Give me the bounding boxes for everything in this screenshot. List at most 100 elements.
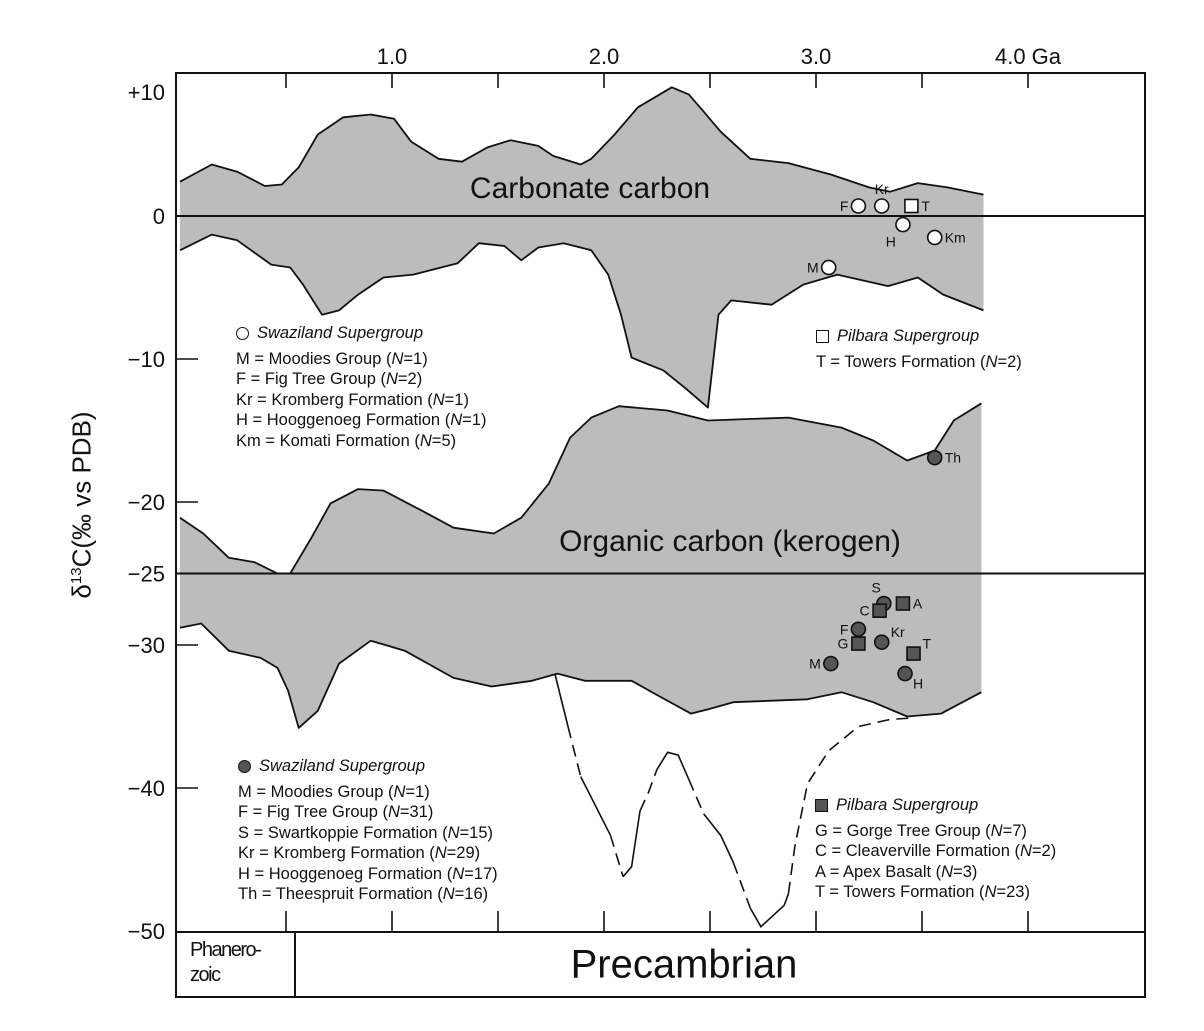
legend-name: Moodies Group bbox=[270, 782, 384, 801]
legend-item: H = Hooggenoeg Formation (N=17) bbox=[238, 864, 498, 883]
legend-item: A = Apex Basalt (N=3) bbox=[815, 862, 978, 881]
point-label: S bbox=[871, 580, 880, 596]
y-tick-label: 0 bbox=[153, 204, 165, 229]
legend-count: 1 bbox=[454, 390, 464, 409]
point-label: Kr bbox=[891, 624, 905, 640]
legend-item: Km = Komati Formation (N=5) bbox=[236, 431, 457, 450]
y-label-rest: C(‰ vs PDB) bbox=[66, 411, 97, 568]
point-label: Kr bbox=[875, 181, 889, 197]
legend-name: Moodies Group bbox=[268, 349, 382, 368]
organic-point-T bbox=[906, 646, 921, 661]
legend-code: Kr bbox=[238, 844, 255, 862]
carbonate-point-M bbox=[820, 259, 837, 276]
legend-name: Theespruit Formation bbox=[275, 885, 433, 903]
legend-name: Hooggenoeg Formation bbox=[268, 864, 443, 883]
legend-header: Swaziland Supergroup bbox=[238, 756, 498, 777]
legend-item: Kr = Kromberg Formation (N=29) bbox=[238, 844, 481, 862]
legend-code: H bbox=[236, 411, 248, 429]
legend-title: Swaziland Supergroup bbox=[257, 324, 424, 342]
x-tick-label: 1.0 bbox=[377, 44, 408, 69]
legend-item: M = Moodies Group (N=1) bbox=[238, 782, 430, 801]
legend-count: 1 bbox=[471, 411, 481, 429]
legend-title: Pilbara Supergroup bbox=[836, 796, 979, 814]
point-label: A bbox=[913, 596, 923, 612]
carbonate-point-H bbox=[895, 216, 911, 233]
y-tick-label: −40 bbox=[128, 776, 165, 801]
era-precambrian: Precambrian bbox=[570, 942, 798, 987]
point-label: M bbox=[807, 259, 819, 275]
open-square-icon bbox=[816, 329, 829, 343]
kerogen-excursion-line-dashed bbox=[609, 834, 624, 877]
band-lower-boundary-1 bbox=[179, 622, 982, 729]
kerogen-excursion-line-solid bbox=[579, 776, 612, 836]
kerogen-excursion-line-solid bbox=[554, 674, 569, 727]
legend-title: Swaziland Supergroup bbox=[259, 757, 426, 775]
legend-count: 17 bbox=[473, 864, 493, 883]
y-label-sup: 13 bbox=[67, 567, 85, 585]
legend-code: F bbox=[238, 803, 249, 821]
organic-point-G bbox=[851, 636, 866, 651]
point-label: G bbox=[838, 636, 849, 652]
legend-item: F = Fig Tree Group (N=2) bbox=[236, 370, 423, 388]
organic-point-M bbox=[823, 655, 839, 672]
legend-organic-swaziland: Swaziland Supergroup M = Moodies Group (N… bbox=[238, 756, 498, 905]
legend-organic-pilbara: Pilbara Supergroup G = Gorge Tree Group (… bbox=[815, 795, 1056, 903]
filled-circle-icon bbox=[238, 759, 251, 773]
legend-carbonate-pilbara: Pilbara Supergroup T = Towers Formation (… bbox=[816, 326, 1022, 372]
legend-item: F = Fig Tree Group (N=31) bbox=[238, 803, 434, 821]
legend-name: Apex Basalt bbox=[843, 862, 932, 881]
legend-count: 2 bbox=[1007, 352, 1017, 371]
kerogen-excursion-line-dashed bbox=[732, 862, 752, 909]
legend-count: 3 bbox=[962, 862, 972, 881]
x-tick-label: 2.0 bbox=[589, 44, 620, 69]
carbonate-point-Kr bbox=[873, 198, 890, 214]
legend-item: H = Hooggenoeg Formation (N=1) bbox=[236, 411, 487, 429]
kerogen-excursion-line-dashed bbox=[567, 726, 582, 777]
kerogen-excursion-line-solid bbox=[702, 813, 735, 863]
point-label: F bbox=[840, 198, 849, 214]
kerogen-excursion-line-dashed bbox=[688, 779, 705, 815]
legend-item: G = Gorge Tree Group (N=7) bbox=[815, 821, 1027, 840]
legend-name: Fig Tree Group bbox=[266, 803, 378, 821]
carbonate-point-Km bbox=[926, 229, 943, 246]
kerogen-excursion-line-dashed bbox=[639, 769, 658, 812]
legend-code: T bbox=[816, 352, 826, 371]
legend-code: M bbox=[236, 349, 250, 368]
legend-count: 2 bbox=[407, 370, 417, 388]
organic-band-title: Organic carbon (kerogen) bbox=[559, 525, 901, 558]
legend-code: C bbox=[815, 842, 827, 860]
point-label: H bbox=[886, 234, 896, 250]
legend-count: 23 bbox=[1006, 883, 1025, 901]
kerogen-excursion-line-solid bbox=[656, 751, 690, 780]
point-label: M bbox=[809, 656, 821, 672]
legend-item: Th = Theespruit Formation (N=16) bbox=[238, 885, 489, 903]
legend-item: S = Swartkoppie Formation (N=15) bbox=[238, 823, 494, 842]
legend-count: 16 bbox=[464, 885, 483, 903]
legend-code: A bbox=[815, 862, 826, 881]
carbonate-point-T bbox=[904, 198, 919, 214]
y-tick-label: −50 bbox=[128, 919, 165, 944]
legend-code: G bbox=[815, 821, 828, 840]
organic-point-H bbox=[897, 665, 913, 682]
y-tick-label: −10 bbox=[128, 347, 165, 372]
point-label: C bbox=[859, 603, 869, 619]
legend-carbonate-swaziland: Swaziland Supergroup M = Moodies Group (N… bbox=[236, 323, 486, 451]
legend-code: S bbox=[238, 823, 250, 842]
legend-name: Towers Formation bbox=[843, 883, 975, 901]
x-tick-label: 3.0 bbox=[801, 44, 832, 69]
legend-count: 15 bbox=[469, 823, 488, 842]
band-fill-1 bbox=[180, 403, 982, 728]
organic-point-F bbox=[850, 621, 867, 638]
kerogen-excursion-line-dashed bbox=[787, 717, 914, 894]
open-circle-icon bbox=[236, 326, 249, 340]
point-label: T bbox=[921, 198, 930, 214]
legend-code: H bbox=[238, 864, 250, 883]
x-tick-label: 4.0 Ga bbox=[995, 44, 1062, 69]
legend-name: Fig Tree Group bbox=[264, 370, 376, 388]
legend-count: 29 bbox=[456, 844, 475, 862]
point-label: Th bbox=[945, 450, 961, 466]
legend-header: Pilbara Supergroup bbox=[816, 326, 1022, 347]
legend-code: Kr bbox=[236, 390, 253, 409]
legend-item: T = Towers Formation (N=23) bbox=[815, 883, 1030, 901]
